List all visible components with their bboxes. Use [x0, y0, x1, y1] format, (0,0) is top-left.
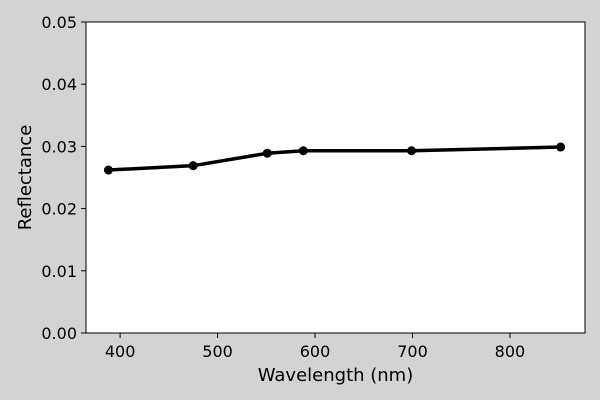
x-tick-label: 600 — [300, 342, 331, 361]
data-point — [556, 142, 566, 152]
data-point — [103, 165, 113, 175]
x-axis-label: Wavelength (nm) — [258, 365, 414, 386]
x-tick-label: 700 — [397, 342, 428, 361]
x-tick-label: 400 — [105, 342, 136, 361]
y-tick-label: 0.04 — [41, 75, 77, 94]
series-line — [106, 145, 563, 172]
data-point — [188, 161, 198, 171]
x-tick-label: 500 — [202, 342, 233, 361]
y-tick-label: 0.00 — [41, 324, 77, 343]
y-tick-label: 0.05 — [41, 13, 77, 32]
data-point — [298, 146, 308, 156]
data-point — [407, 146, 417, 156]
y-tick-label: 0.02 — [41, 200, 77, 219]
y-tick-label: 0.01 — [41, 262, 77, 281]
plot-area — [86, 22, 585, 333]
y-axis-label: Reflectance — [15, 125, 36, 231]
plot-frame — [85, 21, 586, 334]
y-axis-ticks: 0.00 0.01 0.02 0.03 0.04 0.05 — [41, 13, 86, 343]
y-tick-label: 0.03 — [41, 137, 77, 156]
x-tick-label: 800 — [495, 342, 526, 361]
x-axis-ticks: 400 500 600 700 800 — [105, 333, 525, 361]
data-point — [262, 148, 272, 158]
data-series — [103, 142, 566, 175]
